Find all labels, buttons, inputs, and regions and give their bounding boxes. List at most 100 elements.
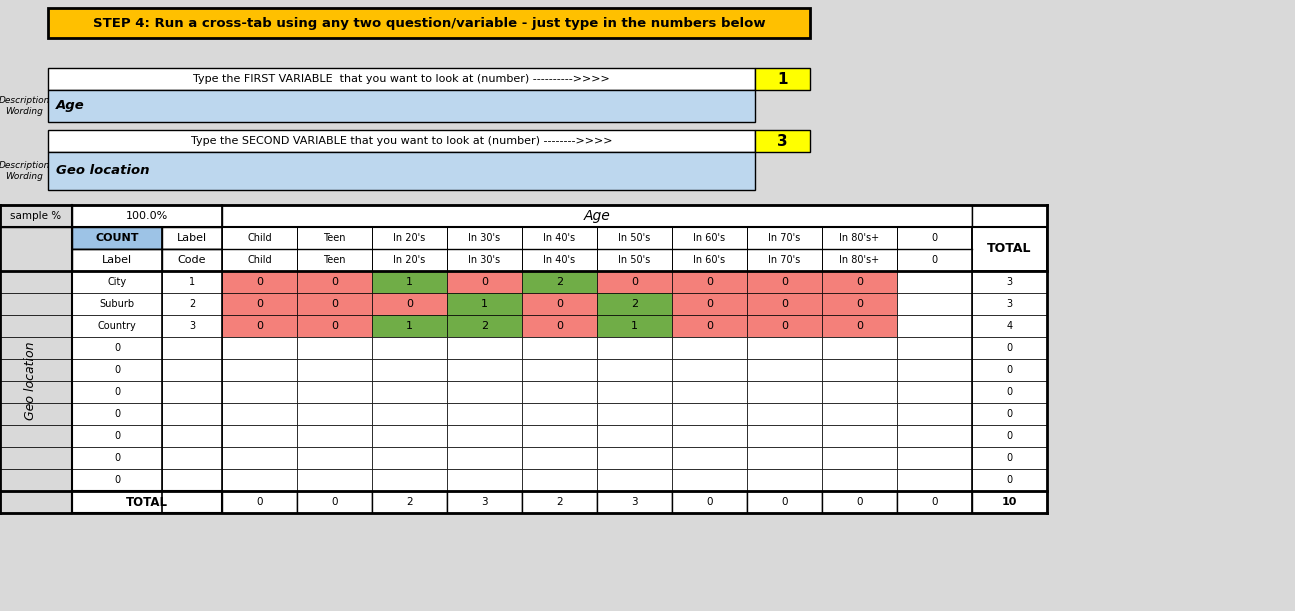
Text: 0: 0 <box>256 497 263 507</box>
Text: COUNT: COUNT <box>96 233 139 243</box>
Text: 0: 0 <box>1006 409 1013 419</box>
FancyBboxPatch shape <box>73 425 162 447</box>
Text: 4: 4 <box>1006 321 1013 331</box>
Text: Teen: Teen <box>324 255 346 265</box>
Text: 0: 0 <box>706 321 714 331</box>
FancyBboxPatch shape <box>372 469 447 491</box>
Text: In 80's+: In 80's+ <box>839 255 879 265</box>
FancyBboxPatch shape <box>221 447 297 469</box>
Text: 0: 0 <box>256 299 263 309</box>
FancyBboxPatch shape <box>297 315 372 337</box>
FancyBboxPatch shape <box>822 381 897 403</box>
Text: 0: 0 <box>332 277 338 287</box>
Text: 100.0%: 100.0% <box>126 211 168 221</box>
Text: 0: 0 <box>556 299 563 309</box>
Text: 0: 0 <box>407 299 413 309</box>
FancyBboxPatch shape <box>522 491 597 513</box>
FancyBboxPatch shape <box>597 403 672 425</box>
FancyBboxPatch shape <box>747 491 822 513</box>
FancyBboxPatch shape <box>447 469 522 491</box>
Text: 2: 2 <box>631 299 638 309</box>
Text: 0: 0 <box>256 277 263 287</box>
Text: 1: 1 <box>407 277 413 287</box>
FancyBboxPatch shape <box>221 425 297 447</box>
Text: Geo location: Geo location <box>25 342 38 420</box>
FancyBboxPatch shape <box>48 152 755 190</box>
FancyBboxPatch shape <box>0 447 73 469</box>
FancyBboxPatch shape <box>897 249 973 271</box>
FancyBboxPatch shape <box>162 293 221 315</box>
Text: 0: 0 <box>114 387 120 397</box>
Text: 10: 10 <box>1002 497 1017 507</box>
Text: In 50's: In 50's <box>619 255 650 265</box>
Text: 0: 0 <box>856 321 862 331</box>
Text: 3: 3 <box>631 497 638 507</box>
FancyBboxPatch shape <box>597 337 672 359</box>
FancyBboxPatch shape <box>747 227 822 249</box>
FancyBboxPatch shape <box>162 315 221 337</box>
FancyBboxPatch shape <box>447 447 522 469</box>
FancyBboxPatch shape <box>747 249 822 271</box>
FancyBboxPatch shape <box>447 271 522 293</box>
Text: 0: 0 <box>1006 387 1013 397</box>
Text: STEP 4: Run a cross-tab using any two question/variable - just type in the numbe: STEP 4: Run a cross-tab using any two qu… <box>93 16 765 29</box>
Text: 0: 0 <box>781 299 787 309</box>
FancyBboxPatch shape <box>597 293 672 315</box>
FancyBboxPatch shape <box>0 205 73 227</box>
FancyBboxPatch shape <box>672 447 747 469</box>
FancyBboxPatch shape <box>447 491 522 513</box>
FancyBboxPatch shape <box>73 469 162 491</box>
FancyBboxPatch shape <box>522 381 597 403</box>
Text: Teen: Teen <box>324 233 346 243</box>
FancyBboxPatch shape <box>447 425 522 447</box>
Text: TOTAL: TOTAL <box>987 243 1032 255</box>
Text: In 60's: In 60's <box>693 255 725 265</box>
FancyBboxPatch shape <box>297 293 372 315</box>
Text: 2: 2 <box>556 277 563 287</box>
Text: In 60's: In 60's <box>693 233 725 243</box>
Text: 3: 3 <box>1006 277 1013 287</box>
FancyBboxPatch shape <box>162 337 221 359</box>
FancyBboxPatch shape <box>747 359 822 381</box>
FancyBboxPatch shape <box>747 293 822 315</box>
Text: Age: Age <box>56 100 84 112</box>
FancyBboxPatch shape <box>597 425 672 447</box>
FancyBboxPatch shape <box>747 271 822 293</box>
Text: 3: 3 <box>777 133 787 148</box>
Text: In 30's: In 30's <box>469 255 501 265</box>
Text: 0: 0 <box>931 255 938 265</box>
FancyBboxPatch shape <box>897 271 973 293</box>
FancyBboxPatch shape <box>162 469 221 491</box>
FancyBboxPatch shape <box>522 447 597 469</box>
Text: 3: 3 <box>1006 299 1013 309</box>
Text: Geo location: Geo location <box>56 164 149 178</box>
Text: Description
Wording: Description Wording <box>0 161 49 181</box>
FancyBboxPatch shape <box>897 381 973 403</box>
Text: 0: 0 <box>114 343 120 353</box>
FancyBboxPatch shape <box>447 337 522 359</box>
FancyBboxPatch shape <box>672 359 747 381</box>
FancyBboxPatch shape <box>162 403 221 425</box>
FancyBboxPatch shape <box>973 271 1046 293</box>
FancyBboxPatch shape <box>822 447 897 469</box>
Text: In 20's: In 20's <box>394 255 426 265</box>
Text: 0: 0 <box>781 277 787 287</box>
FancyBboxPatch shape <box>522 425 597 447</box>
FancyBboxPatch shape <box>73 271 162 293</box>
Text: 3: 3 <box>482 497 488 507</box>
FancyBboxPatch shape <box>897 227 973 249</box>
FancyBboxPatch shape <box>372 249 447 271</box>
FancyBboxPatch shape <box>597 359 672 381</box>
Text: Country: Country <box>97 321 136 331</box>
Text: sample %: sample % <box>10 211 62 221</box>
FancyBboxPatch shape <box>597 381 672 403</box>
Text: TOTAL: TOTAL <box>126 496 168 508</box>
FancyBboxPatch shape <box>372 403 447 425</box>
FancyBboxPatch shape <box>221 205 973 227</box>
Text: 0: 0 <box>480 277 488 287</box>
FancyBboxPatch shape <box>0 359 73 381</box>
Text: 1: 1 <box>631 321 638 331</box>
FancyBboxPatch shape <box>522 271 597 293</box>
Text: Code: Code <box>177 255 206 265</box>
FancyBboxPatch shape <box>162 381 221 403</box>
